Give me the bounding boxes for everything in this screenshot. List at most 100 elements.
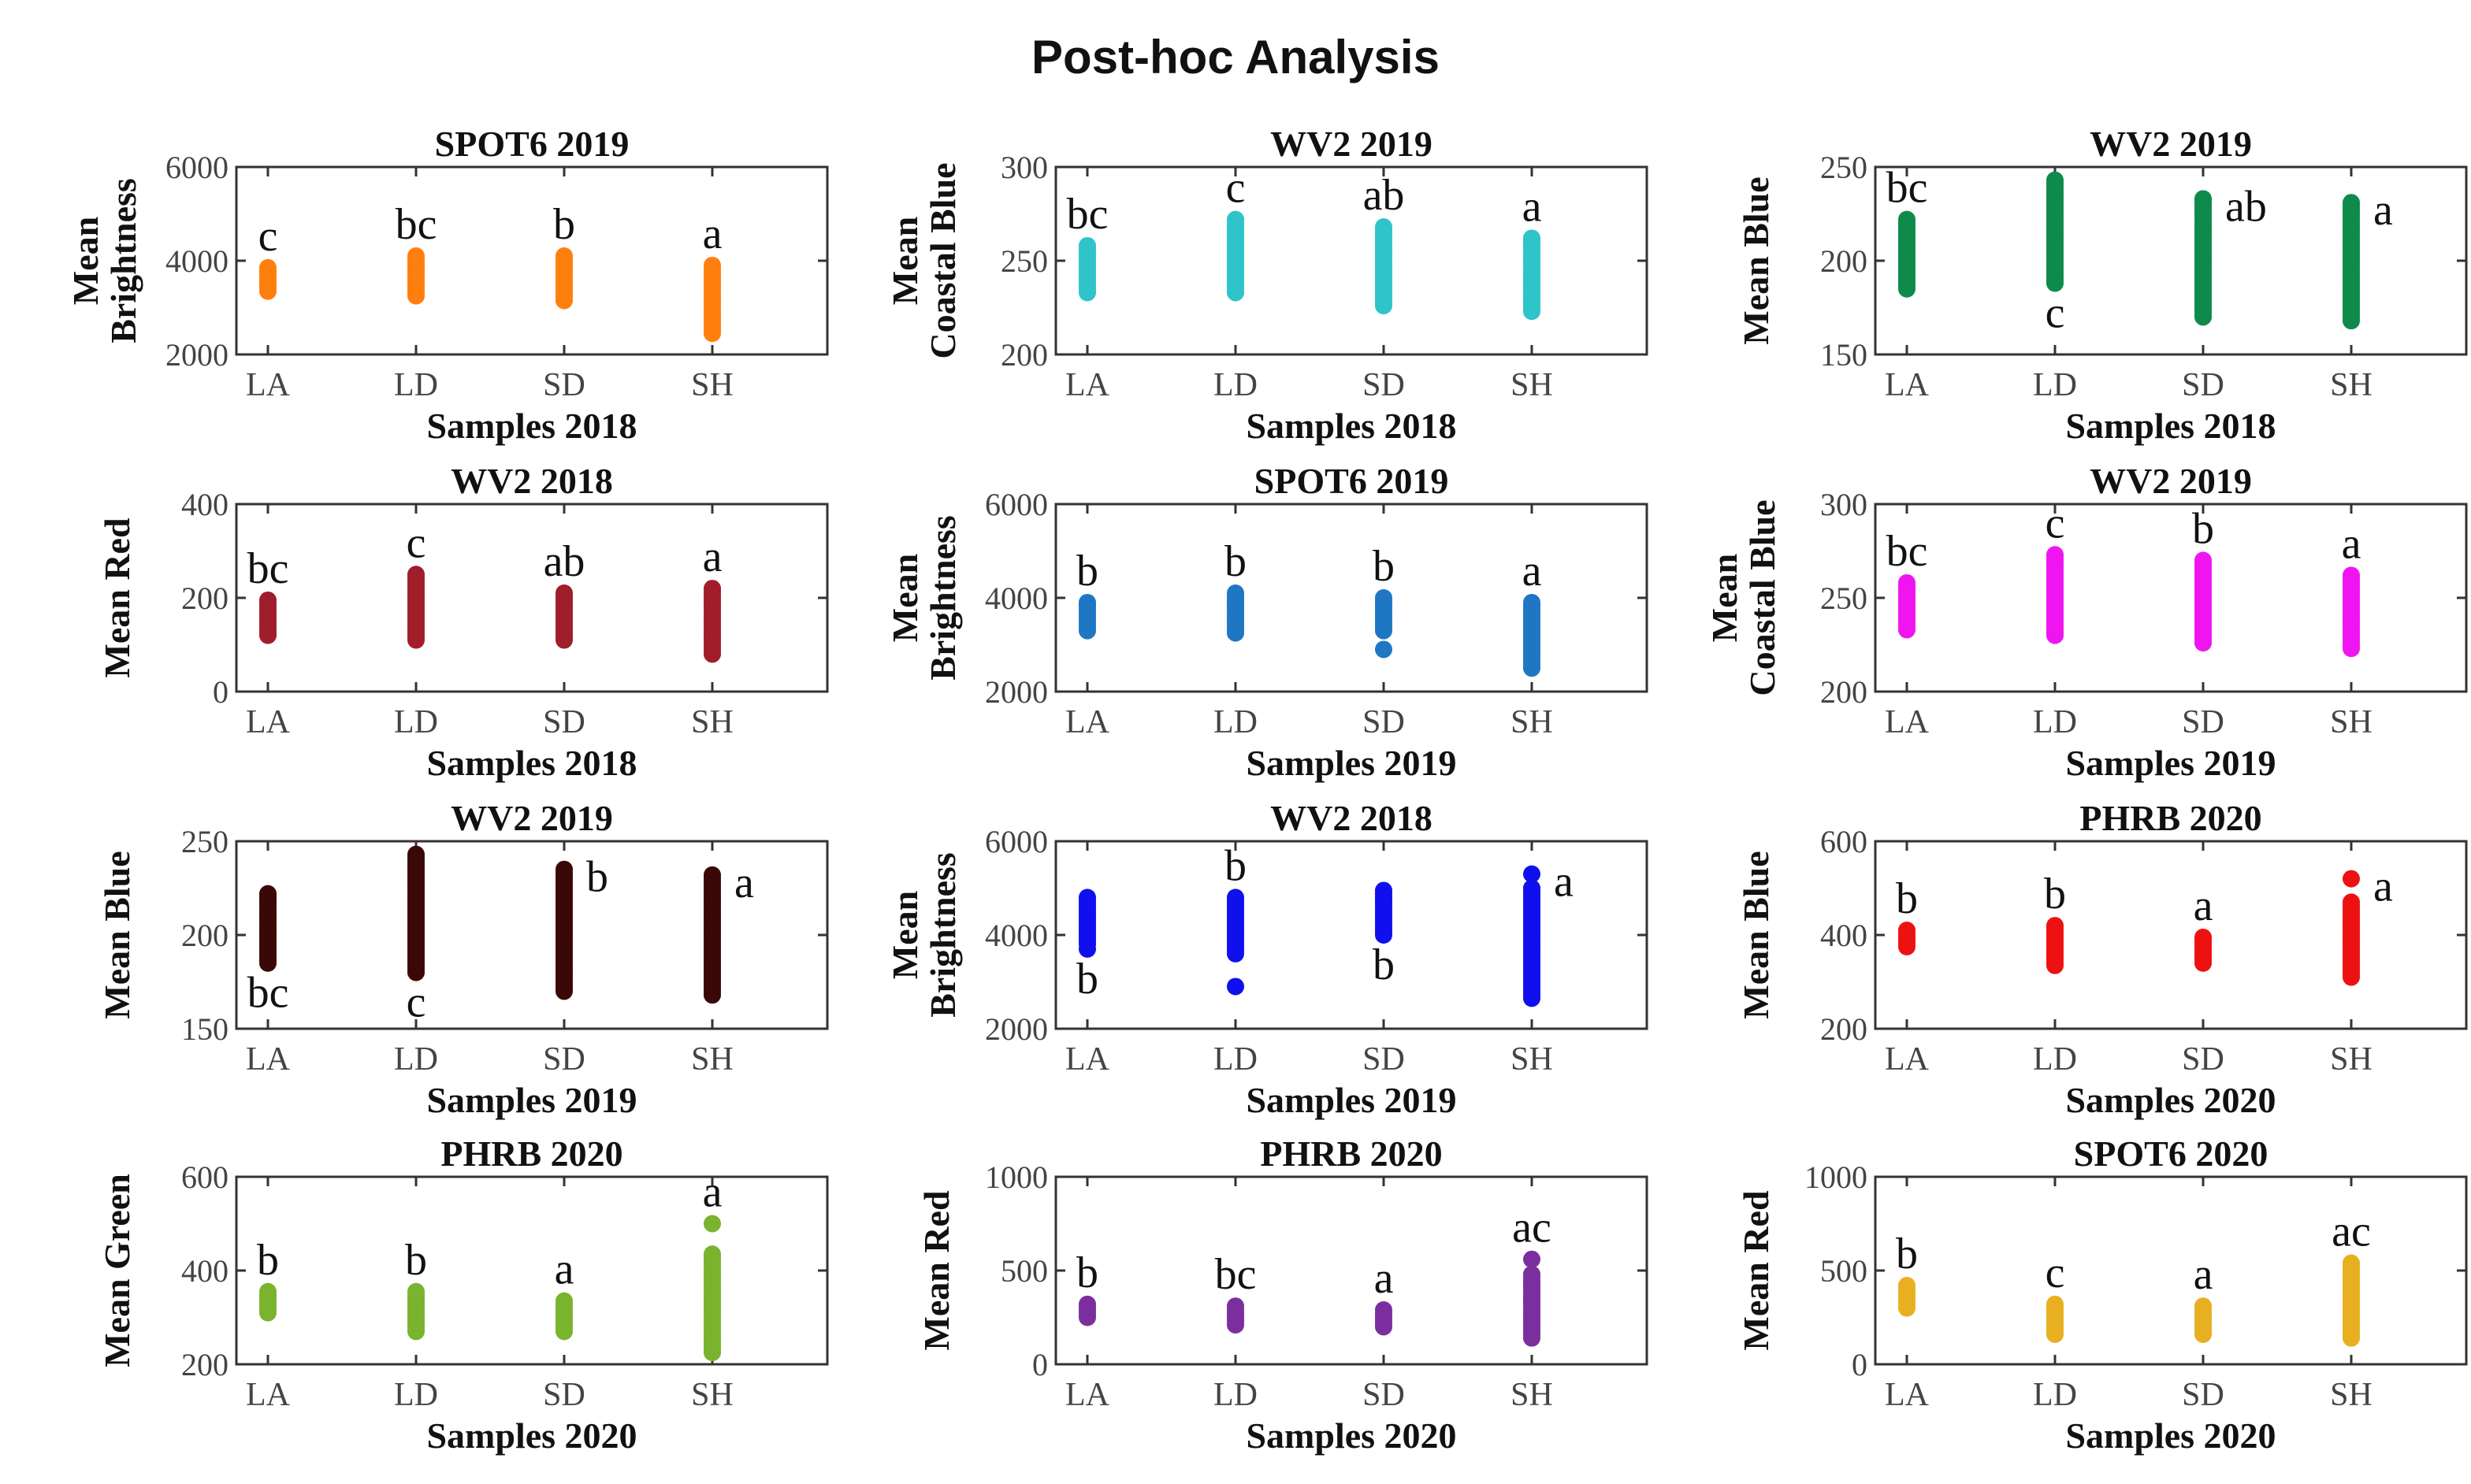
y-axis-label: Mean Blue — [1736, 176, 1776, 344]
subplot-7: WV2 2019 150 200 250 Mean Blue LA LD SD SH Sample… — [97, 798, 829, 1120]
data-point — [1079, 940, 1096, 958]
x-tick-label: LD — [2033, 704, 2077, 740]
y-tick-label: 150 — [1820, 337, 1867, 373]
data-point — [704, 645, 721, 663]
significance-letter: a — [2194, 881, 2213, 930]
x-axis-label: Samples 2020 — [426, 1415, 637, 1456]
significance-letter: c — [1226, 164, 1246, 213]
data-point — [407, 631, 425, 649]
x-tick-label: SD — [543, 1041, 585, 1078]
significance-letter: b — [1076, 955, 1098, 1004]
significance-letter: bc — [1886, 164, 1928, 213]
data-point — [1079, 284, 1096, 302]
x-tick-label: SD — [543, 704, 585, 740]
x-tick-label: LD — [1213, 367, 1258, 403]
data-point — [1375, 926, 1392, 944]
y-tick-label: 6000 — [985, 824, 1048, 859]
y-tick-label: 200 — [181, 918, 229, 953]
significance-letter: b — [2044, 870, 2066, 918]
y-label-line: Mean Red — [916, 1190, 957, 1351]
axes-frame — [1054, 503, 1648, 693]
data-point — [1523, 865, 1540, 883]
axes-frame — [235, 503, 829, 693]
significance-letter: a — [703, 532, 723, 581]
y-tick-label: 200 — [181, 581, 229, 616]
y-tick-label: 1000 — [1804, 1159, 1867, 1195]
data-point — [556, 631, 573, 649]
y-tick-label: 4000 — [165, 243, 229, 279]
x-tick-label: LD — [394, 367, 438, 403]
significance-letter: ab — [1363, 171, 1405, 220]
x-tick-label: LA — [1885, 704, 1930, 740]
y-tick-label: 4000 — [985, 918, 1048, 953]
x-tick-label: SD — [1362, 367, 1405, 403]
data-point — [2046, 274, 2064, 292]
y-tick-label: 150 — [181, 1011, 229, 1047]
significance-letter: c — [2046, 1248, 2065, 1297]
significance-letter: b — [405, 1236, 427, 1285]
data-point — [2194, 634, 2212, 652]
significance-letter: c — [2046, 499, 2065, 547]
x-tick-label: SD — [2182, 704, 2224, 740]
y-tick-label: 400 — [181, 1253, 229, 1289]
x-tick-label: SH — [2330, 367, 2373, 403]
data-point — [2343, 1329, 2360, 1347]
axes-frame — [1874, 503, 2468, 693]
data-point — [1079, 1308, 1096, 1326]
x-tick-label: LA — [246, 1041, 291, 1078]
significance-letter: a — [2194, 1250, 2213, 1299]
data-point — [407, 963, 425, 981]
x-tick-label: SH — [691, 367, 734, 403]
x-tick-label: SD — [1362, 1377, 1405, 1413]
significance-letter: b — [586, 853, 608, 902]
axes-frame — [235, 1175, 829, 1366]
data-point — [1375, 621, 1392, 640]
x-tick-label: LD — [1213, 1041, 1258, 1078]
x-tick-label: SD — [2182, 367, 2224, 403]
y-tick-label: 6000 — [985, 487, 1048, 522]
y-tick-label: 200 — [1001, 337, 1048, 373]
subplot-title: WV2 2019 — [1270, 124, 1432, 164]
subplot-title: WV2 2018 — [451, 461, 613, 501]
y-label-line: Mean Blue — [1736, 851, 1776, 1018]
data-point — [556, 1323, 573, 1341]
x-axis-label: Samples 2020 — [2065, 1080, 2276, 1120]
y-tick-label: 200 — [1820, 674, 1867, 710]
significance-letter: b — [257, 1236, 279, 1285]
x-tick-label: SD — [2182, 1041, 2224, 1078]
y-label-line: Brightness — [923, 515, 963, 681]
x-tick-label: SH — [2330, 704, 2373, 740]
significance-letter: a — [703, 210, 723, 258]
significance-letter: b — [1896, 1230, 1918, 1278]
data-point — [407, 287, 425, 305]
data-point — [1523, 302, 1540, 321]
x-tick-label: LD — [2033, 1377, 2077, 1413]
x-tick-label: LD — [2033, 367, 2077, 403]
x-tick-label: SH — [2330, 1377, 2373, 1413]
significance-letter: a — [2373, 863, 2393, 911]
y-tick-label: 2000 — [165, 337, 229, 373]
data-point — [1227, 624, 1244, 642]
data-point — [1898, 280, 1915, 298]
x-tick-label: SD — [1362, 704, 1405, 740]
y-label-line: Coastal Blue — [923, 162, 963, 358]
y-label-line: Mean — [65, 217, 106, 305]
y-tick-label: 600 — [181, 1159, 229, 1195]
x-axis-label: Samples 2019 — [426, 1080, 637, 1120]
y-label-line: Mean — [1704, 554, 1745, 642]
x-axis-label: Samples 2018 — [426, 406, 637, 446]
y-tick-label: 2000 — [985, 674, 1048, 710]
y-tick-label: 6000 — [165, 150, 229, 185]
significance-letter: b — [1373, 940, 1395, 989]
x-tick-label: SH — [691, 1377, 734, 1413]
y-axis-label: Mean Red — [97, 518, 137, 678]
y-tick-label: 200 — [181, 1347, 229, 1382]
significance-letter: b — [1896, 874, 1918, 923]
x-tick-label: LD — [394, 1377, 438, 1413]
x-tick-label: LD — [1213, 1377, 1258, 1413]
data-point — [2194, 308, 2212, 326]
